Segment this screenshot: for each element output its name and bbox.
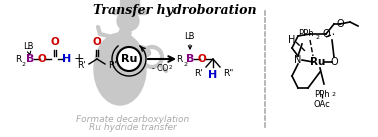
Text: PPh: PPh	[298, 29, 314, 38]
Ellipse shape	[119, 27, 131, 39]
Text: B: B	[186, 54, 194, 64]
Text: R': R'	[77, 62, 86, 71]
Text: 2: 2	[183, 62, 187, 66]
Text: R": R"	[108, 62, 118, 71]
Text: Ru hydride transfer: Ru hydride transfer	[89, 122, 177, 132]
Text: OAc: OAc	[314, 100, 330, 109]
Text: Ru: Ru	[310, 57, 326, 67]
Text: O: O	[38, 54, 46, 64]
Text: R": R"	[223, 69, 233, 78]
Text: O: O	[93, 37, 101, 47]
Text: R': R'	[194, 69, 203, 78]
Text: H: H	[288, 35, 296, 45]
Text: O: O	[336, 19, 344, 29]
Ellipse shape	[94, 33, 146, 105]
Text: O: O	[330, 57, 338, 67]
Text: 2: 2	[315, 35, 319, 40]
Text: 2: 2	[22, 62, 26, 66]
Text: PPh: PPh	[314, 90, 330, 99]
Text: 2: 2	[169, 65, 172, 70]
Text: LB: LB	[184, 32, 194, 41]
Ellipse shape	[133, 45, 150, 57]
Text: O: O	[51, 37, 59, 47]
Text: R: R	[176, 55, 182, 65]
Text: Transfer hydroboration: Transfer hydroboration	[93, 4, 257, 17]
FancyBboxPatch shape	[113, 9, 147, 15]
Text: - CO: - CO	[152, 64, 168, 73]
Text: N: N	[294, 55, 302, 65]
Text: Formate decarboxylation: Formate decarboxylation	[76, 115, 190, 123]
Text: O: O	[322, 29, 330, 39]
Text: B: B	[26, 54, 34, 64]
Ellipse shape	[117, 11, 139, 31]
Text: Ru: Ru	[121, 54, 137, 64]
Text: R: R	[15, 55, 21, 65]
Text: H: H	[62, 54, 71, 64]
Text: LB: LB	[23, 42, 33, 51]
Text: +: +	[74, 52, 84, 65]
Text: 2: 2	[331, 92, 335, 97]
Text: H: H	[208, 70, 218, 80]
FancyBboxPatch shape	[121, 0, 139, 11]
Circle shape	[117, 47, 141, 71]
Text: O: O	[198, 54, 206, 64]
